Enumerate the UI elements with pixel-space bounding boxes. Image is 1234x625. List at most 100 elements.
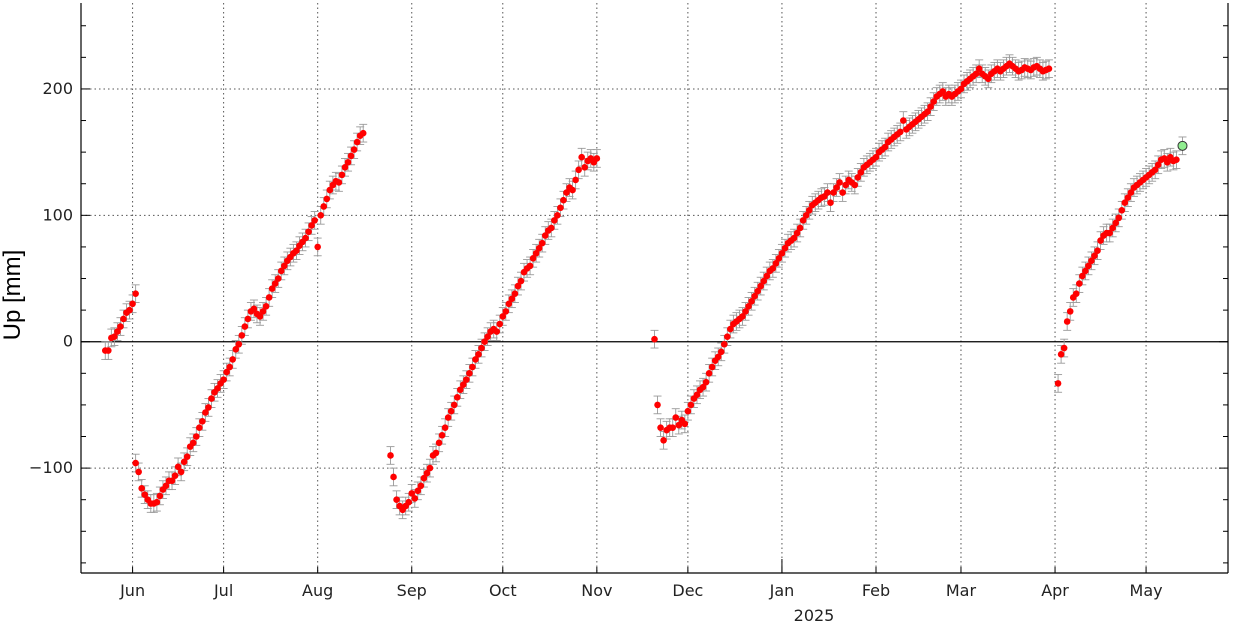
data-point [499, 313, 507, 320]
data-point [347, 152, 355, 160]
data-point [168, 477, 176, 485]
data-point [177, 468, 185, 476]
data-point [526, 262, 534, 270]
data-point [790, 234, 798, 242]
data-point [805, 206, 813, 214]
x-tick-label: Aug [302, 581, 333, 600]
data-point [417, 482, 425, 490]
data-point [1151, 166, 1159, 174]
data-point [796, 224, 804, 232]
x-axis-year-label: 2025 [794, 606, 835, 625]
data-point [830, 189, 837, 196]
data-points [101, 60, 1188, 514]
data-point [265, 294, 273, 301]
data-point [129, 300, 136, 308]
data-point [1054, 380, 1062, 387]
data-point [1154, 161, 1162, 169]
data-point [317, 212, 325, 219]
data-point [1164, 158, 1171, 166]
data-point [475, 351, 482, 358]
data-point [226, 363, 233, 371]
data-point [277, 267, 285, 275]
data-point [535, 244, 543, 252]
data-point [408, 490, 416, 497]
data-point [827, 199, 834, 206]
data-point [126, 306, 133, 314]
data-point [202, 409, 209, 416]
data-point [505, 300, 513, 308]
data-point [117, 323, 124, 330]
data-point [450, 401, 458, 409]
data-point [772, 260, 780, 267]
data-point [717, 348, 725, 356]
data-point [975, 65, 983, 73]
data-point [132, 459, 139, 467]
data-point [180, 458, 188, 466]
data-point [472, 356, 479, 363]
data-point [183, 453, 191, 461]
data-point [390, 473, 397, 481]
data-point [141, 491, 149, 498]
data-point [781, 244, 789, 252]
data-point [532, 249, 540, 257]
x-tick-label: Jun [119, 581, 145, 600]
error-bars [101, 54, 1187, 520]
data-point [326, 186, 334, 194]
data-point [393, 496, 400, 503]
data-point [724, 333, 731, 340]
data-point [511, 290, 519, 297]
x-tick-label: Mar [946, 581, 977, 600]
data-point [478, 344, 485, 352]
data-point [1106, 229, 1113, 237]
data-point [872, 153, 880, 161]
data-point [1060, 344, 1068, 352]
data-point [1072, 290, 1080, 297]
data-point [305, 228, 312, 236]
data-point [705, 370, 713, 377]
data-point [1045, 65, 1053, 73]
data-point [572, 176, 579, 184]
data-point [1079, 272, 1086, 280]
data-point [939, 88, 947, 95]
data-point [551, 217, 558, 224]
data-point [793, 229, 801, 237]
data-point [453, 394, 461, 401]
y-tick-labels: −100 0 100 200 [29, 79, 73, 477]
data-point [578, 153, 585, 161]
data-point [672, 414, 680, 421]
data-point [1057, 351, 1065, 358]
data-point [432, 449, 440, 457]
x-tick-label: May [1130, 581, 1163, 600]
data-point [896, 128, 904, 136]
x-tick-label: Jan [769, 581, 795, 600]
data-point [193, 433, 200, 440]
latest-data-point [1177, 140, 1188, 151]
data-point [311, 217, 318, 224]
data-point [972, 70, 980, 78]
data-point [493, 328, 501, 335]
data-point [1091, 252, 1098, 260]
data-point [156, 492, 164, 500]
data-point [687, 401, 695, 409]
data-point [1121, 199, 1129, 206]
data-point [435, 439, 443, 447]
x-tick-label: Oct [489, 581, 517, 600]
data-point [651, 335, 658, 343]
data-point [593, 155, 601, 162]
data-point [684, 407, 692, 415]
data-point [320, 203, 328, 210]
data-point [957, 85, 965, 93]
data-point [502, 308, 510, 315]
data-point [563, 189, 570, 196]
data-point [262, 303, 270, 310]
data-point [387, 452, 394, 459]
data-point [702, 378, 710, 386]
data-point [426, 464, 434, 472]
data-point [760, 277, 768, 285]
data-point [581, 164, 589, 171]
data-point [930, 98, 937, 105]
data-point [423, 469, 431, 477]
data-point [669, 424, 677, 431]
data-point [842, 181, 849, 189]
data-point [548, 224, 555, 232]
